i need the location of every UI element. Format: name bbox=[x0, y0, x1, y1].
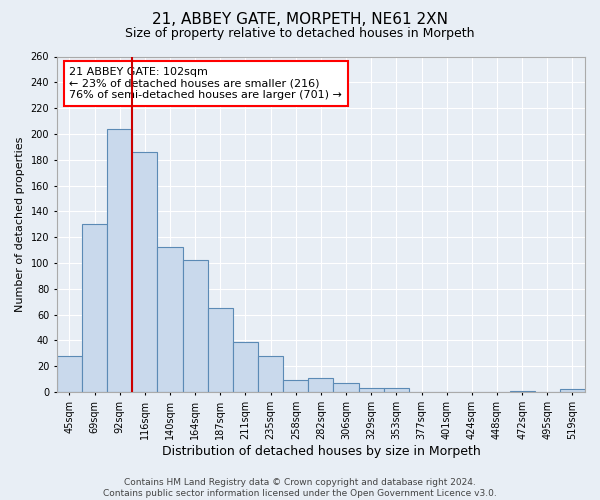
Bar bbox=[132, 152, 157, 392]
Bar bbox=[359, 388, 384, 392]
Bar bbox=[107, 128, 132, 392]
Bar bbox=[82, 224, 107, 392]
Text: 21, ABBEY GATE, MORPETH, NE61 2XN: 21, ABBEY GATE, MORPETH, NE61 2XN bbox=[152, 12, 448, 28]
Text: Contains HM Land Registry data © Crown copyright and database right 2024.
Contai: Contains HM Land Registry data © Crown c… bbox=[103, 478, 497, 498]
Y-axis label: Number of detached properties: Number of detached properties bbox=[15, 136, 25, 312]
Text: 21 ABBEY GATE: 102sqm
← 23% of detached houses are smaller (216)
76% of semi-det: 21 ABBEY GATE: 102sqm ← 23% of detached … bbox=[70, 67, 342, 100]
Bar bbox=[308, 378, 334, 392]
Bar bbox=[283, 380, 308, 392]
X-axis label: Distribution of detached houses by size in Morpeth: Distribution of detached houses by size … bbox=[161, 444, 480, 458]
Bar bbox=[509, 390, 535, 392]
Bar bbox=[208, 308, 233, 392]
Bar bbox=[233, 342, 258, 392]
Bar bbox=[334, 383, 359, 392]
Bar bbox=[157, 248, 182, 392]
Bar bbox=[258, 356, 283, 392]
Bar bbox=[57, 356, 82, 392]
Text: Size of property relative to detached houses in Morpeth: Size of property relative to detached ho… bbox=[125, 28, 475, 40]
Bar bbox=[384, 388, 409, 392]
Bar bbox=[560, 390, 585, 392]
Bar bbox=[182, 260, 208, 392]
